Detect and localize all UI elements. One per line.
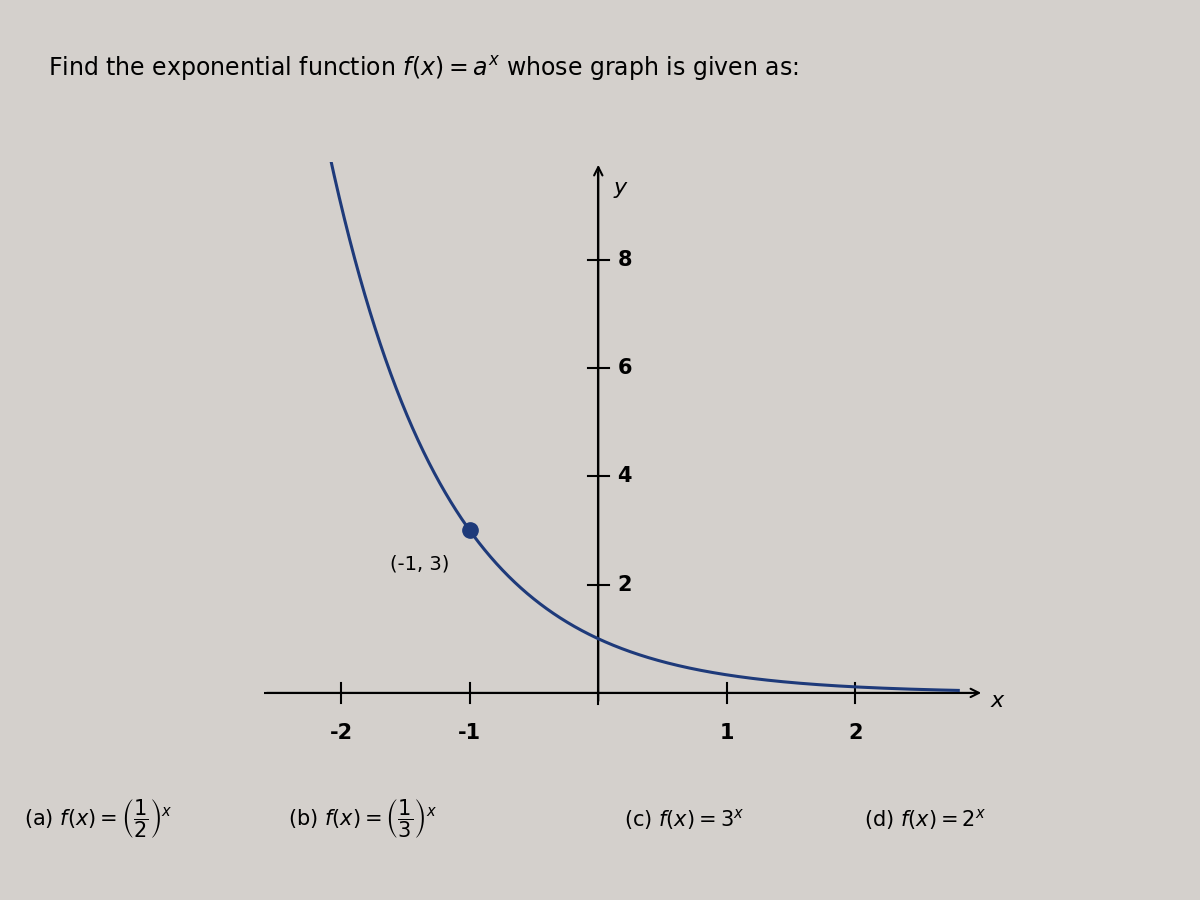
- Text: 4: 4: [618, 466, 632, 486]
- Text: y: y: [613, 178, 626, 198]
- Text: (d) $f(x)=2^x$: (d) $f(x)=2^x$: [864, 806, 986, 832]
- Text: Find the exponential function $f(x)=a^x$ whose graph is given as:: Find the exponential function $f(x)=a^x$…: [48, 54, 799, 83]
- Text: (c) $f(x)=3^x$: (c) $f(x)=3^x$: [624, 806, 744, 832]
- Text: 1: 1: [720, 723, 734, 742]
- Text: (-1, 3): (-1, 3): [390, 554, 449, 574]
- Text: -2: -2: [330, 723, 353, 742]
- Text: x: x: [990, 691, 1003, 711]
- Text: 2: 2: [848, 723, 863, 742]
- Text: 6: 6: [618, 358, 632, 378]
- Text: (a) $f(x)=\left(\dfrac{1}{2}\right)^x$: (a) $f(x)=\left(\dfrac{1}{2}\right)^x$: [24, 797, 173, 841]
- Text: 2: 2: [618, 574, 632, 595]
- Text: (b) $f(x)=\left(\dfrac{1}{3}\right)^x$: (b) $f(x)=\left(\dfrac{1}{3}\right)^x$: [288, 797, 437, 841]
- Text: -1: -1: [458, 723, 481, 742]
- Text: 8: 8: [618, 249, 632, 269]
